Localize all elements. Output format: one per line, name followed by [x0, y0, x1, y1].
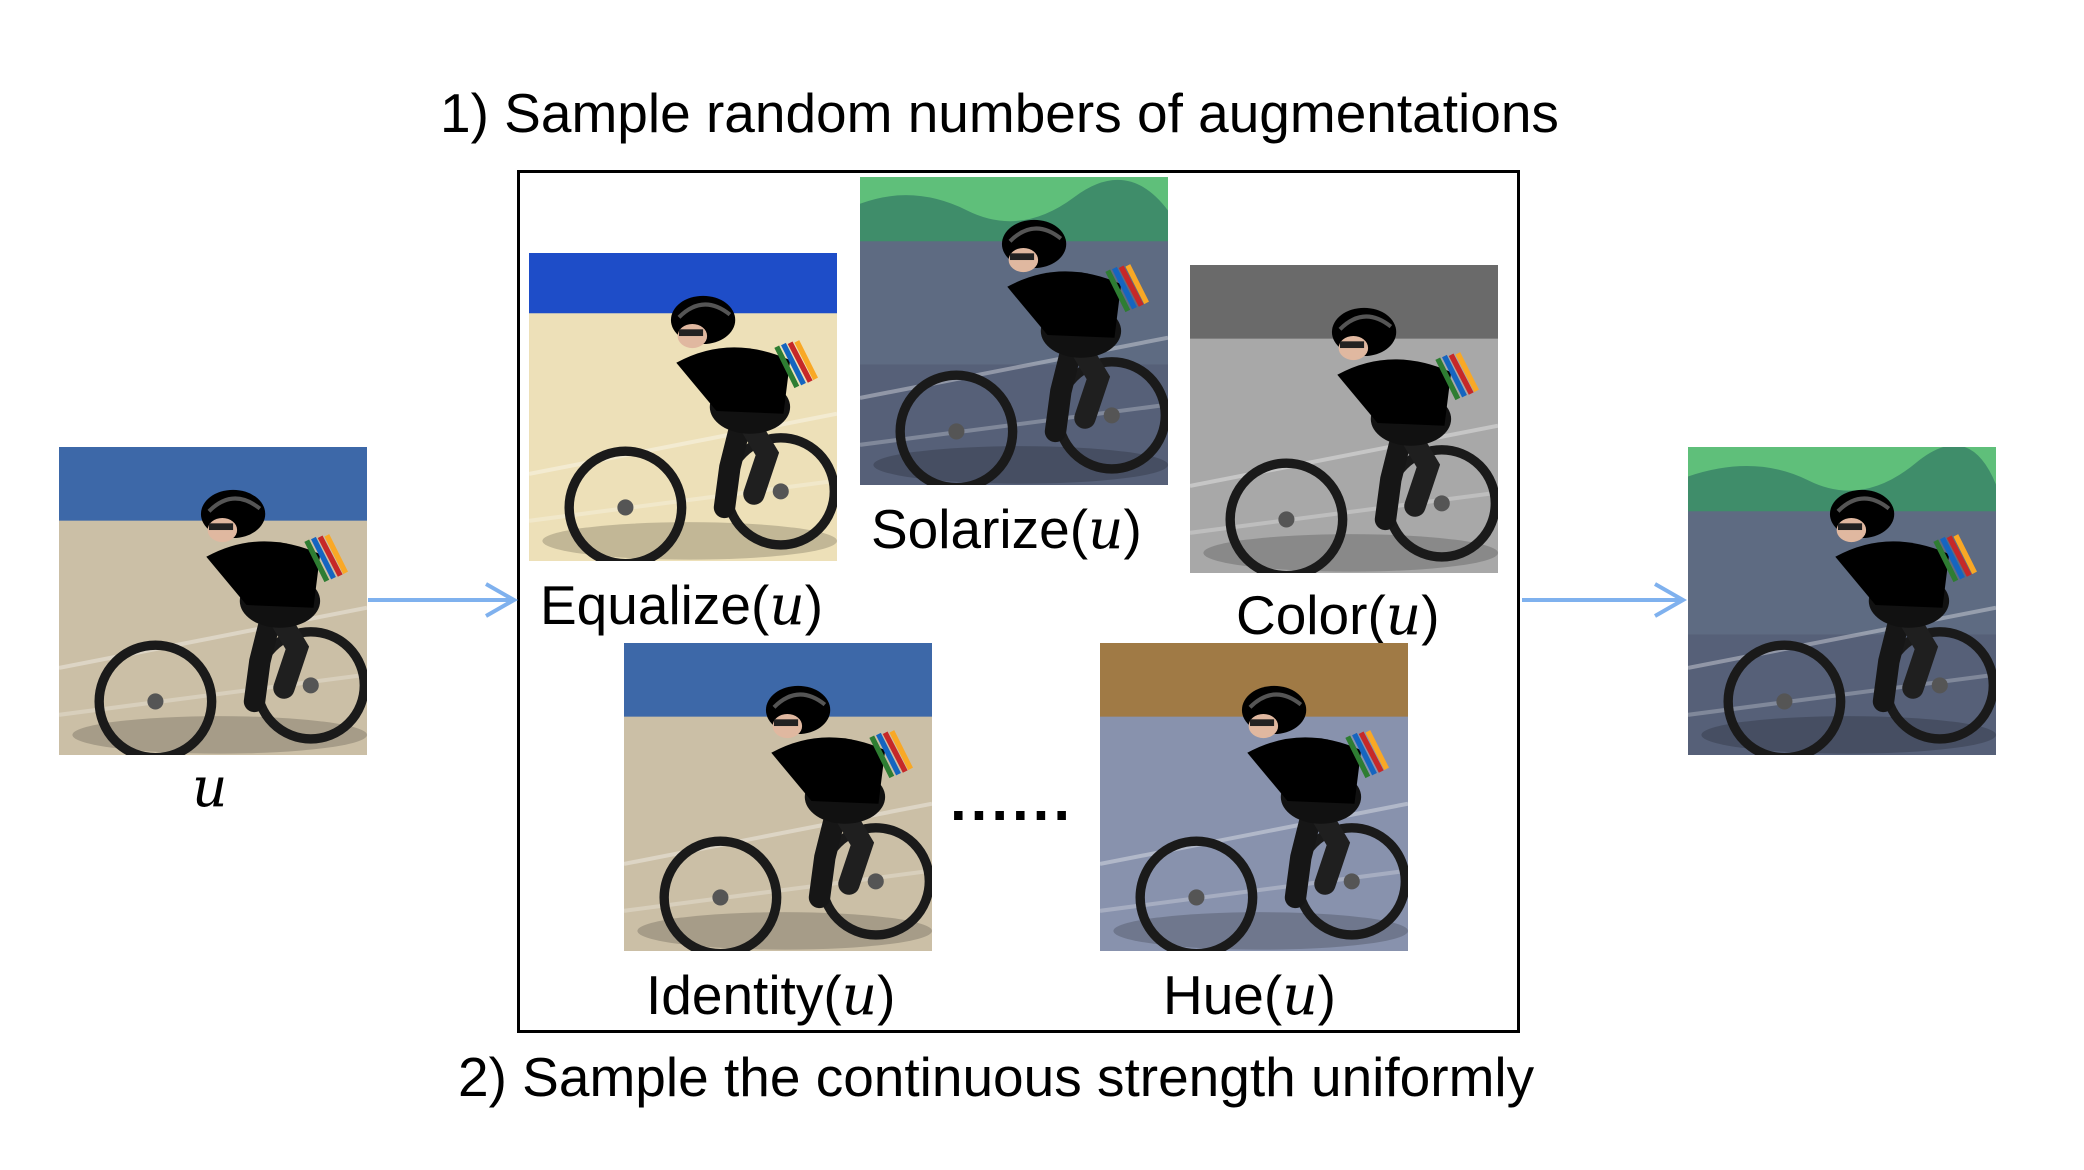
equalize-label: Equalize(u)	[540, 578, 823, 633]
identity-var: u	[841, 963, 878, 1027]
top-heading: 1) Sample random numbers of augmentation…	[440, 82, 1559, 144]
input-arrow	[368, 580, 518, 620]
output-image: .out .bike-frame{stroke:#b03a2a} .out .j…	[1688, 447, 1996, 755]
equalize-var: u	[769, 573, 805, 637]
color-image: .co .bike-frame{stroke:#6e5a58} .co .jer…	[1190, 265, 1498, 573]
input-image: .in .bike-frame{stroke:#c8281e} .in .jer…	[59, 447, 367, 755]
hue-var: u	[1282, 963, 1318, 1027]
more-augmentations-ellipsis: ......	[950, 766, 1075, 833]
identity-fn: Identity	[646, 964, 824, 1026]
hue-label: Hue(u)	[1163, 968, 1336, 1023]
color-fn: Color	[1236, 584, 1368, 646]
color-var: u	[1385, 583, 1422, 647]
solarize-var: u	[1088, 497, 1124, 561]
solarize-label: Solarize(u)	[871, 502, 1142, 557]
solarize-image: .so .bike-frame{stroke:#b03a2a} .so .jer…	[860, 177, 1168, 485]
solarize-fn: Solarize	[871, 498, 1070, 560]
equalize-fn: Equalize	[540, 574, 751, 636]
hue-close: )	[1317, 964, 1336, 1026]
color-label: Color(u)	[1236, 588, 1440, 643]
hue-fn: Hue	[1163, 964, 1264, 1026]
equalize-image: .eq .bike-frame{stroke:#ff2a1a} .eq .jer…	[529, 253, 837, 561]
equalize-close: )	[804, 574, 824, 636]
solarize-open: (	[1069, 498, 1089, 560]
input-variable-label: u	[192, 755, 228, 819]
augmentation-box	[517, 170, 1520, 1033]
identity-close: )	[877, 964, 896, 1026]
color-close: )	[1421, 584, 1440, 646]
hue-open: (	[1263, 964, 1283, 1026]
identity-label: Identity(u)	[646, 968, 895, 1023]
output-arrow	[1522, 580, 1687, 620]
hue-image: .hu .bike-frame{stroke:#3ec2c4} .hu .jer…	[1100, 643, 1408, 951]
solarize-close: )	[1123, 498, 1142, 560]
identity-open: (	[823, 964, 842, 1026]
bottom-heading: 2) Sample the continuous strength unifor…	[458, 1046, 1535, 1108]
identity-image: .id .bike-frame{stroke:#c8281e} .id .jer…	[624, 643, 932, 951]
equalize-open: (	[750, 574, 770, 636]
color-open: (	[1367, 584, 1386, 646]
